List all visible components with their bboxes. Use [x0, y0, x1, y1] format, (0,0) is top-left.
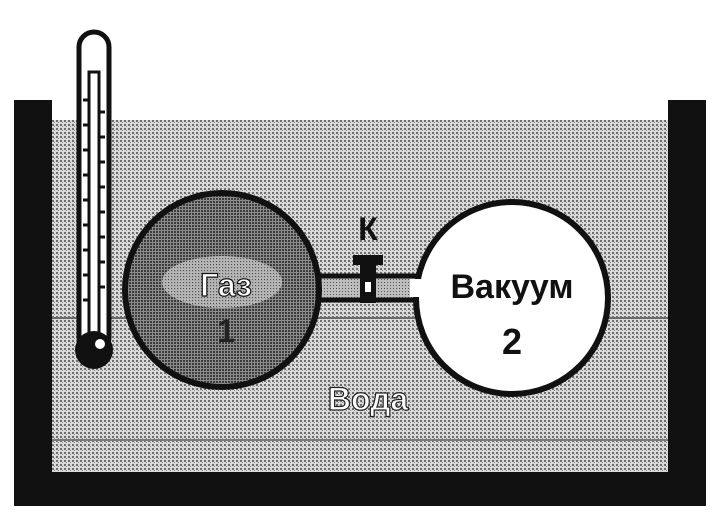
vessel-bottom [14, 472, 706, 506]
thermometer-bulb [75, 331, 113, 369]
water-label: Вода [328, 381, 409, 417]
thermometer-scale [83, 98, 105, 302]
vessel [14, 100, 706, 506]
vacuum-flask [413, 199, 611, 397]
thermometer-column [87, 70, 101, 344]
valve [353, 255, 383, 303]
vacuum-label: Вакуум [450, 268, 573, 306]
vacuum-number-label: 2 [502, 321, 522, 362]
thermometer [75, 29, 113, 369]
gas-number-label: 1 [217, 313, 235, 349]
vessel-left-wall [14, 100, 52, 500]
vessel-right-wall [668, 100, 706, 500]
gas-label: Газ [200, 267, 252, 303]
valve-label: К [358, 211, 378, 247]
gas-flask [122, 190, 322, 390]
valve-handle [353, 255, 383, 265]
